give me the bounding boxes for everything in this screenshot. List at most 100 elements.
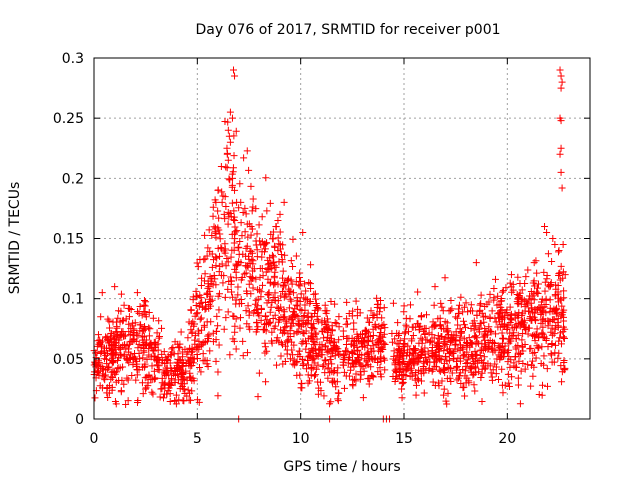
data-point: [353, 330, 361, 338]
data-point: [362, 361, 370, 369]
data-point: [241, 228, 249, 236]
data-point: [323, 346, 331, 354]
data-point: [486, 313, 494, 321]
data-point: [94, 337, 102, 345]
data-point: [434, 332, 442, 340]
data-point: [238, 232, 246, 240]
data-point: [561, 271, 569, 279]
data-point: [557, 362, 565, 370]
x-tick-label: 0: [90, 431, 99, 447]
data-point: [102, 333, 110, 341]
data-point: [471, 333, 479, 341]
data-point: [420, 357, 428, 365]
data-point: [230, 337, 238, 345]
data-point: [122, 315, 130, 323]
data-point: [560, 334, 568, 342]
data-point: [253, 308, 261, 316]
data-point: [125, 354, 133, 362]
data-point: [265, 260, 273, 268]
data-point: [122, 332, 130, 340]
data-point: [521, 341, 529, 349]
data-point: [117, 388, 125, 396]
data-point: [508, 316, 516, 324]
data-point: [556, 66, 564, 74]
data-point: [348, 348, 356, 356]
data-point: [402, 328, 410, 336]
data-point: [130, 335, 138, 343]
data-point: [280, 198, 288, 206]
data-point: [516, 400, 524, 408]
data-point: [267, 303, 275, 311]
data-point: [367, 363, 375, 371]
data-point: [160, 394, 168, 402]
data-point: [304, 296, 312, 304]
data-point: [550, 358, 558, 366]
data-point: [243, 349, 251, 357]
data-point: [197, 281, 205, 289]
data-point: [142, 313, 150, 321]
data-point: [499, 334, 507, 342]
data-point: [560, 357, 568, 365]
data-point: [230, 66, 237, 74]
x-axis-label: GPS time / hours: [283, 459, 400, 475]
data-point: [514, 331, 522, 339]
data-point: [406, 359, 414, 367]
x-tick-label: 20: [498, 431, 516, 447]
data-point: [125, 320, 133, 328]
data-point: [93, 349, 101, 357]
data-point: [559, 241, 567, 249]
data-point: [545, 283, 553, 291]
data-point: [327, 398, 335, 406]
data-point: [211, 228, 219, 236]
data-point: [428, 323, 436, 331]
data-point: [104, 364, 112, 372]
data-point: [422, 366, 430, 374]
data-point: [231, 322, 239, 330]
data-point: [505, 383, 513, 391]
data-point: [547, 279, 555, 287]
data-point: [459, 352, 467, 360]
data-point: [236, 180, 244, 188]
data-point: [156, 332, 164, 340]
data-point: [264, 256, 272, 264]
data-point: [196, 315, 204, 323]
data-point: [139, 390, 147, 398]
data-point: [263, 239, 271, 247]
data-point: [453, 314, 461, 322]
data-point: [106, 324, 114, 332]
data-point: [440, 366, 448, 374]
data-point: [402, 367, 410, 375]
data-point: [107, 329, 115, 337]
data-point: [349, 307, 357, 315]
data-point: [302, 287, 310, 295]
data-point: [181, 390, 189, 398]
data-point: [498, 365, 506, 373]
data-point: [288, 280, 296, 288]
data-point: [145, 332, 153, 340]
data-point: [145, 342, 153, 350]
data-point: [184, 334, 192, 342]
data-point: [506, 337, 514, 345]
data-point: [540, 352, 548, 360]
data-point: [314, 390, 322, 398]
data-point: [356, 368, 364, 376]
data-point: [450, 348, 458, 356]
data-point: [198, 303, 206, 311]
data-point: [230, 239, 238, 247]
data-point: [475, 368, 483, 376]
data-point: [259, 281, 267, 289]
data-point: [420, 359, 428, 367]
data-point: [176, 344, 184, 352]
data-point: [287, 257, 295, 265]
data-point: [217, 244, 225, 252]
data-point: [310, 290, 318, 298]
data-point: [334, 395, 342, 403]
data-point: [525, 324, 533, 332]
data-point: [320, 392, 328, 400]
y-axis-label: SRMTID / TECUs: [7, 182, 23, 295]
data-point: [269, 314, 277, 322]
data-point: [490, 294, 498, 302]
data-point: [226, 209, 234, 217]
data-point: [428, 343, 436, 351]
data-point: [398, 385, 406, 393]
